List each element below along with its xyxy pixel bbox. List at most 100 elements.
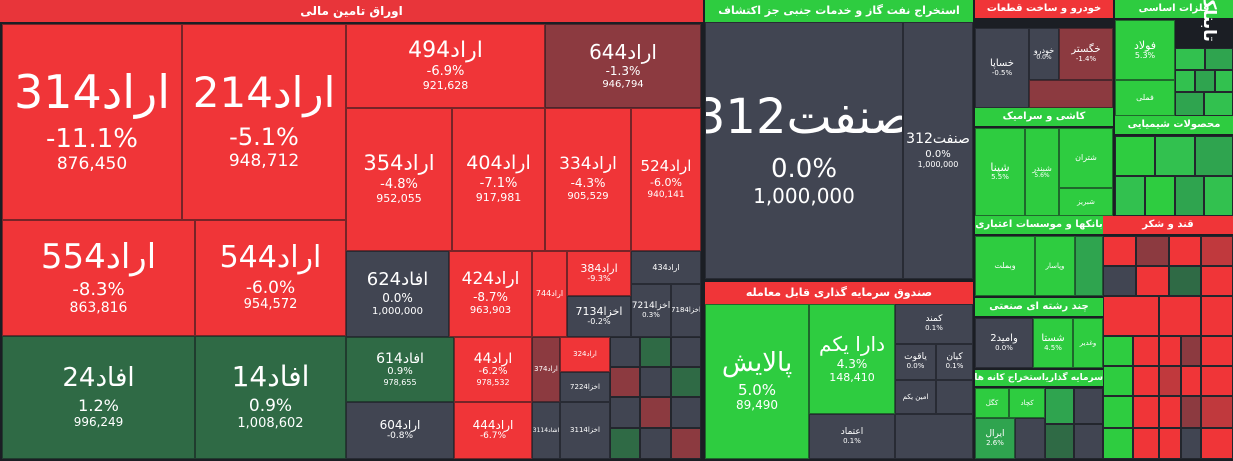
mini-tile[interactable] <box>1201 336 1233 366</box>
tile-auto-misc[interactable] <box>1029 80 1113 108</box>
mini-tile[interactable] <box>1201 428 1233 459</box>
tile-palayesh[interactable]: پالایش 5.0% 89,490 <box>705 304 809 459</box>
mini-tile[interactable] <box>1103 428 1133 459</box>
tile-kechad[interactable]: کچاد <box>1009 388 1045 418</box>
mini-tile[interactable] <box>1204 92 1233 116</box>
mini-tile[interactable] <box>1181 428 1201 459</box>
mini-tile[interactable] <box>1103 366 1133 396</box>
mini-tile[interactable] <box>1045 388 1074 424</box>
mini-tile[interactable] <box>1103 296 1159 336</box>
sector-header-multi[interactable]: چند رشته ای صنعتی <box>975 298 1103 316</box>
tile-khsapa[interactable]: خساپا -0.5% <box>975 28 1029 108</box>
tile-ashad3114[interactable]: اشاد3114 <box>532 402 560 459</box>
sector-header-ceramic[interactable]: کاشی و سرامیک <box>975 108 1113 126</box>
sector-header-invest[interactable]: سرمایه گذاریها <box>1045 370 1103 386</box>
mini-tile[interactable] <box>1136 266 1169 296</box>
mini-tile[interactable] <box>1133 366 1159 396</box>
mini-tile[interactable] <box>1159 428 1181 459</box>
tile-arad374[interactable]: اراد374 <box>532 337 560 402</box>
mini-tile[interactable] <box>1133 396 1159 428</box>
mini-tile[interactable] <box>610 397 640 428</box>
mini-tile[interactable] <box>1159 366 1181 396</box>
tile-bank-misc[interactable] <box>1075 236 1103 296</box>
tile-vebemellat[interactable]: وبملت <box>975 236 1035 296</box>
tile-arad384[interactable]: اراد384 -9.3% <box>567 251 631 296</box>
mini-tile[interactable] <box>1074 388 1103 424</box>
tile-arad604[interactable]: اراد604 -0.8% <box>346 402 454 459</box>
sector-header-oil[interactable]: استخراج نفت گاز و خدمات جنبی جز اکتشاف <box>705 0 973 22</box>
tile-etemad[interactable]: اعتماد 0.1% <box>809 414 895 459</box>
mini-tile[interactable] <box>640 397 671 428</box>
mini-tile[interactable] <box>1195 70 1215 92</box>
mini-tile[interactable] <box>1136 236 1169 266</box>
tile-arad494[interactable]: اراد494 -6.9% 921,628 <box>346 24 545 108</box>
tile-arad324[interactable]: اراد324 <box>560 337 610 372</box>
mini-tile[interactable] <box>671 428 701 459</box>
tile-mining-misc[interactable] <box>1015 418 1045 459</box>
tile-arad404[interactable]: اراد404 -7.1% 917,981 <box>452 108 545 251</box>
mini-tile[interactable] <box>1155 136 1195 176</box>
mini-tile[interactable] <box>640 367 671 397</box>
tile-vamid[interactable]: وامید2 0.0% <box>975 318 1033 368</box>
mini-tile[interactable] <box>1115 176 1145 216</box>
tile-akhza3114[interactable]: اخزا3114 <box>560 402 610 459</box>
mini-tile[interactable] <box>671 337 701 367</box>
tile-arad744[interactable]: اراد744 <box>532 251 567 337</box>
sector-header-financial[interactable]: اوراق تامین مالی <box>0 0 703 22</box>
tile-arad334[interactable]: اراد334 -4.3% 905,529 <box>545 108 631 251</box>
tile-vpasar[interactable]: وپاسار <box>1035 236 1075 296</box>
tile-dara-yekom[interactable]: دارا یکم 4.3% 148,410 <box>809 304 895 414</box>
tile-arad554[interactable]: اراد554 -8.3% 863,816 <box>2 220 195 336</box>
tile-afad614[interactable]: افاد614 0.9% 978,655 <box>346 337 454 402</box>
mini-tile[interactable] <box>1159 296 1201 336</box>
mini-tile[interactable] <box>640 428 671 459</box>
mini-tile[interactable] <box>1175 176 1204 216</box>
mini-tile[interactable] <box>1181 366 1201 396</box>
mini-tile[interactable] <box>1195 136 1233 176</box>
mini-tile[interactable] <box>1181 396 1201 428</box>
tile-shbariz[interactable]: شبریز <box>1059 188 1113 216</box>
mini-tile[interactable] <box>1045 424 1074 459</box>
mini-tile[interactable] <box>1103 266 1136 296</box>
tile-arad444[interactable]: اراد444 -6.7% <box>454 402 532 459</box>
tile-kamand[interactable]: کمند 0.1% <box>895 304 973 344</box>
mini-tile[interactable] <box>610 367 640 397</box>
tile-kian[interactable]: کیان 0.1% <box>936 344 973 380</box>
tile-shina[interactable]: شپنا 5.5% <box>975 128 1025 216</box>
mini-tile[interactable] <box>1145 176 1175 216</box>
tile-arad44[interactable]: اراد44 -6.2% 978,532 <box>454 337 532 402</box>
mini-tile[interactable] <box>1133 428 1159 459</box>
mini-tile[interactable] <box>1169 236 1201 266</box>
mini-tile[interactable] <box>640 337 671 367</box>
tile-iral[interactable]: ایرال 2.6% <box>975 418 1015 459</box>
tile-akhza7214[interactable]: اخزا7214 0.3% <box>631 284 671 337</box>
sector-header-auto[interactable]: خودرو و ساخت قطعات <box>975 0 1113 18</box>
mini-tile[interactable] <box>1169 266 1201 296</box>
mini-tile[interactable] <box>1201 296 1233 336</box>
mini-tile[interactable] <box>1175 70 1195 92</box>
mini-tile[interactable] <box>1181 336 1201 366</box>
tile-afad624[interactable]: افاد624 0.0% 1,000,000 <box>346 251 449 337</box>
mini-tile[interactable] <box>1201 396 1233 428</box>
mini-tile[interactable] <box>1103 396 1133 428</box>
tile-kgol[interactable]: کگل <box>975 388 1009 418</box>
mini-tile[interactable] <box>1201 266 1233 296</box>
tile-khegostar[interactable]: خگستر -1.4% <box>1059 28 1113 80</box>
mini-tile[interactable] <box>671 397 701 428</box>
mini-tile[interactable] <box>1103 236 1136 266</box>
mini-tile[interactable] <box>1175 92 1204 116</box>
mini-tile[interactable] <box>1074 424 1103 459</box>
tile-sanaft312-side[interactable]: صنفت312 0.0% 1,000,000 <box>903 22 973 279</box>
mini-tile[interactable] <box>1215 70 1233 92</box>
mini-tile[interactable] <box>610 428 640 459</box>
tile-yaghout[interactable]: یاقوت 0.0% <box>895 344 936 380</box>
mini-tile[interactable] <box>1204 176 1233 216</box>
mini-tile[interactable] <box>1159 336 1181 366</box>
sector-header-etf[interactable]: صندوق سرمایه گذاری قابل معامله <box>705 282 973 304</box>
tile-arad214[interactable]: اراد214 -5.1% 948,712 <box>182 24 346 220</box>
tile-arad524[interactable]: اراد524 -6.0% 940,141 <box>631 108 701 251</box>
mini-tile[interactable] <box>1205 48 1233 70</box>
tile-amin-yekom[interactable]: امین یکم <box>895 380 936 414</box>
tile-fameli[interactable]: فملی <box>1115 80 1175 116</box>
tile-arad644[interactable]: اراد644 -1.3% 946,794 <box>545 24 701 108</box>
